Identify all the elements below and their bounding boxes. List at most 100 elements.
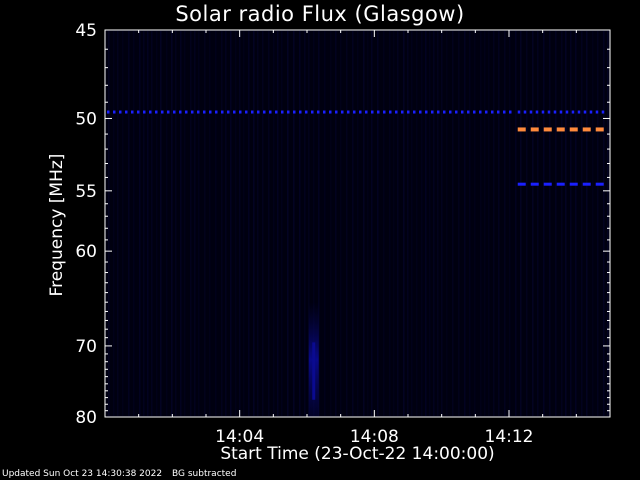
texture-column (493, 31, 495, 416)
band-dash-mark (425, 110, 428, 114)
band-dash-mark (582, 127, 591, 132)
texture-column (204, 31, 206, 416)
band-dash-mark (479, 110, 482, 114)
band-dash-mark (257, 110, 260, 114)
spectrogram-texture (108, 31, 609, 416)
band-dash-mark (595, 182, 604, 186)
plot-area (105, 30, 610, 417)
texture-column (313, 31, 315, 416)
texture-column (403, 31, 405, 416)
texture-column (498, 31, 500, 416)
band-dash-mark (221, 110, 224, 114)
texture-column (239, 31, 241, 416)
band-dash-mark (137, 110, 140, 114)
band-dash-mark (215, 110, 218, 114)
band-dash-mark (523, 110, 527, 114)
texture-column (143, 31, 145, 416)
band-dash-mark (395, 110, 398, 114)
texture-column (407, 31, 409, 416)
band-dash-mark (535, 110, 539, 114)
texture-column (318, 31, 320, 416)
band-dash-mark (305, 110, 308, 114)
band-dash-mark (263, 110, 266, 114)
texture-column (151, 31, 153, 416)
band-dash-mark (443, 110, 446, 114)
band-dash-mark (377, 110, 380, 114)
texture-column (561, 31, 563, 416)
band-dash-mark (449, 110, 452, 114)
band-dash-mark (293, 110, 296, 114)
texture-column (458, 31, 460, 416)
texture-column (113, 31, 115, 416)
texture-column (194, 31, 196, 416)
band-dash-mark (559, 110, 563, 114)
texture-column (346, 31, 348, 416)
band-dash-mark (227, 110, 230, 114)
band-dash-mark (149, 110, 152, 114)
band-dash-mark (571, 110, 575, 114)
texture-column (180, 31, 182, 416)
band-dash-mark (577, 110, 581, 114)
band-dash-mark (143, 110, 146, 114)
band-dash-mark (497, 110, 500, 114)
texture-column (367, 31, 369, 416)
band-dash-mark (131, 110, 134, 114)
texture-column (565, 31, 567, 416)
texture-column (262, 31, 264, 416)
band-dash-mark (203, 110, 206, 114)
band-dash-mark (413, 110, 416, 114)
band-dash-mark (359, 110, 362, 114)
texture-column (248, 31, 250, 416)
band-dash-mark (245, 110, 248, 114)
plot-frame (104, 29, 611, 418)
texture-column (160, 31, 162, 416)
texture-column (592, 31, 594, 416)
band-dash-mark (239, 110, 242, 114)
x-axis: 14:04 14:08 14:12 (138, 30, 577, 447)
y-tick-label: 80 (75, 408, 97, 428)
texture-column (526, 31, 528, 416)
band-dash-mark (530, 182, 539, 186)
band-dash-mark (509, 110, 512, 114)
band-dash-mark (467, 110, 470, 114)
texture-column (171, 31, 173, 416)
band-dash-mark (553, 110, 557, 114)
texture-column (257, 31, 259, 416)
texture-column (293, 31, 295, 416)
band-dash-mark (601, 110, 605, 114)
band-dash-mark (299, 110, 302, 114)
band-dash-mark (401, 110, 404, 114)
chart-title: Solar radio Flux (Glasgow) (175, 2, 465, 26)
texture-column (304, 31, 306, 416)
texture-column (480, 31, 482, 416)
texture-column (452, 31, 454, 416)
texture-column (543, 31, 545, 416)
background-note: BG subtracted (172, 469, 237, 479)
band-dash-mark (107, 110, 110, 114)
texture-column (184, 31, 186, 416)
band-dash-mark (113, 110, 116, 114)
texture-column (108, 31, 110, 416)
texture-column (504, 31, 506, 416)
texture-column (586, 31, 588, 416)
x-tick-label: 14:12 (485, 427, 534, 447)
band-dash-mark (503, 110, 506, 114)
texture-column (357, 31, 359, 416)
band-dash-mark (473, 110, 476, 114)
band-dash-mark (209, 110, 212, 114)
band-dash-mark (582, 182, 591, 186)
texture-column (225, 31, 227, 416)
band-dash-mark (437, 110, 440, 114)
texture-column (273, 31, 275, 416)
band-dash-mark (353, 110, 356, 114)
band-dash-mark (329, 110, 332, 114)
texture-column (235, 31, 237, 416)
band-dash-mark (491, 110, 494, 114)
band-dash-mark (371, 110, 374, 114)
texture-column (393, 31, 395, 416)
band-dash-mark (556, 182, 565, 186)
band-dash-mark (269, 110, 272, 114)
band-dash-mark (583, 110, 587, 114)
band-dash-mark (341, 110, 344, 114)
band-dash-mark (541, 110, 545, 114)
